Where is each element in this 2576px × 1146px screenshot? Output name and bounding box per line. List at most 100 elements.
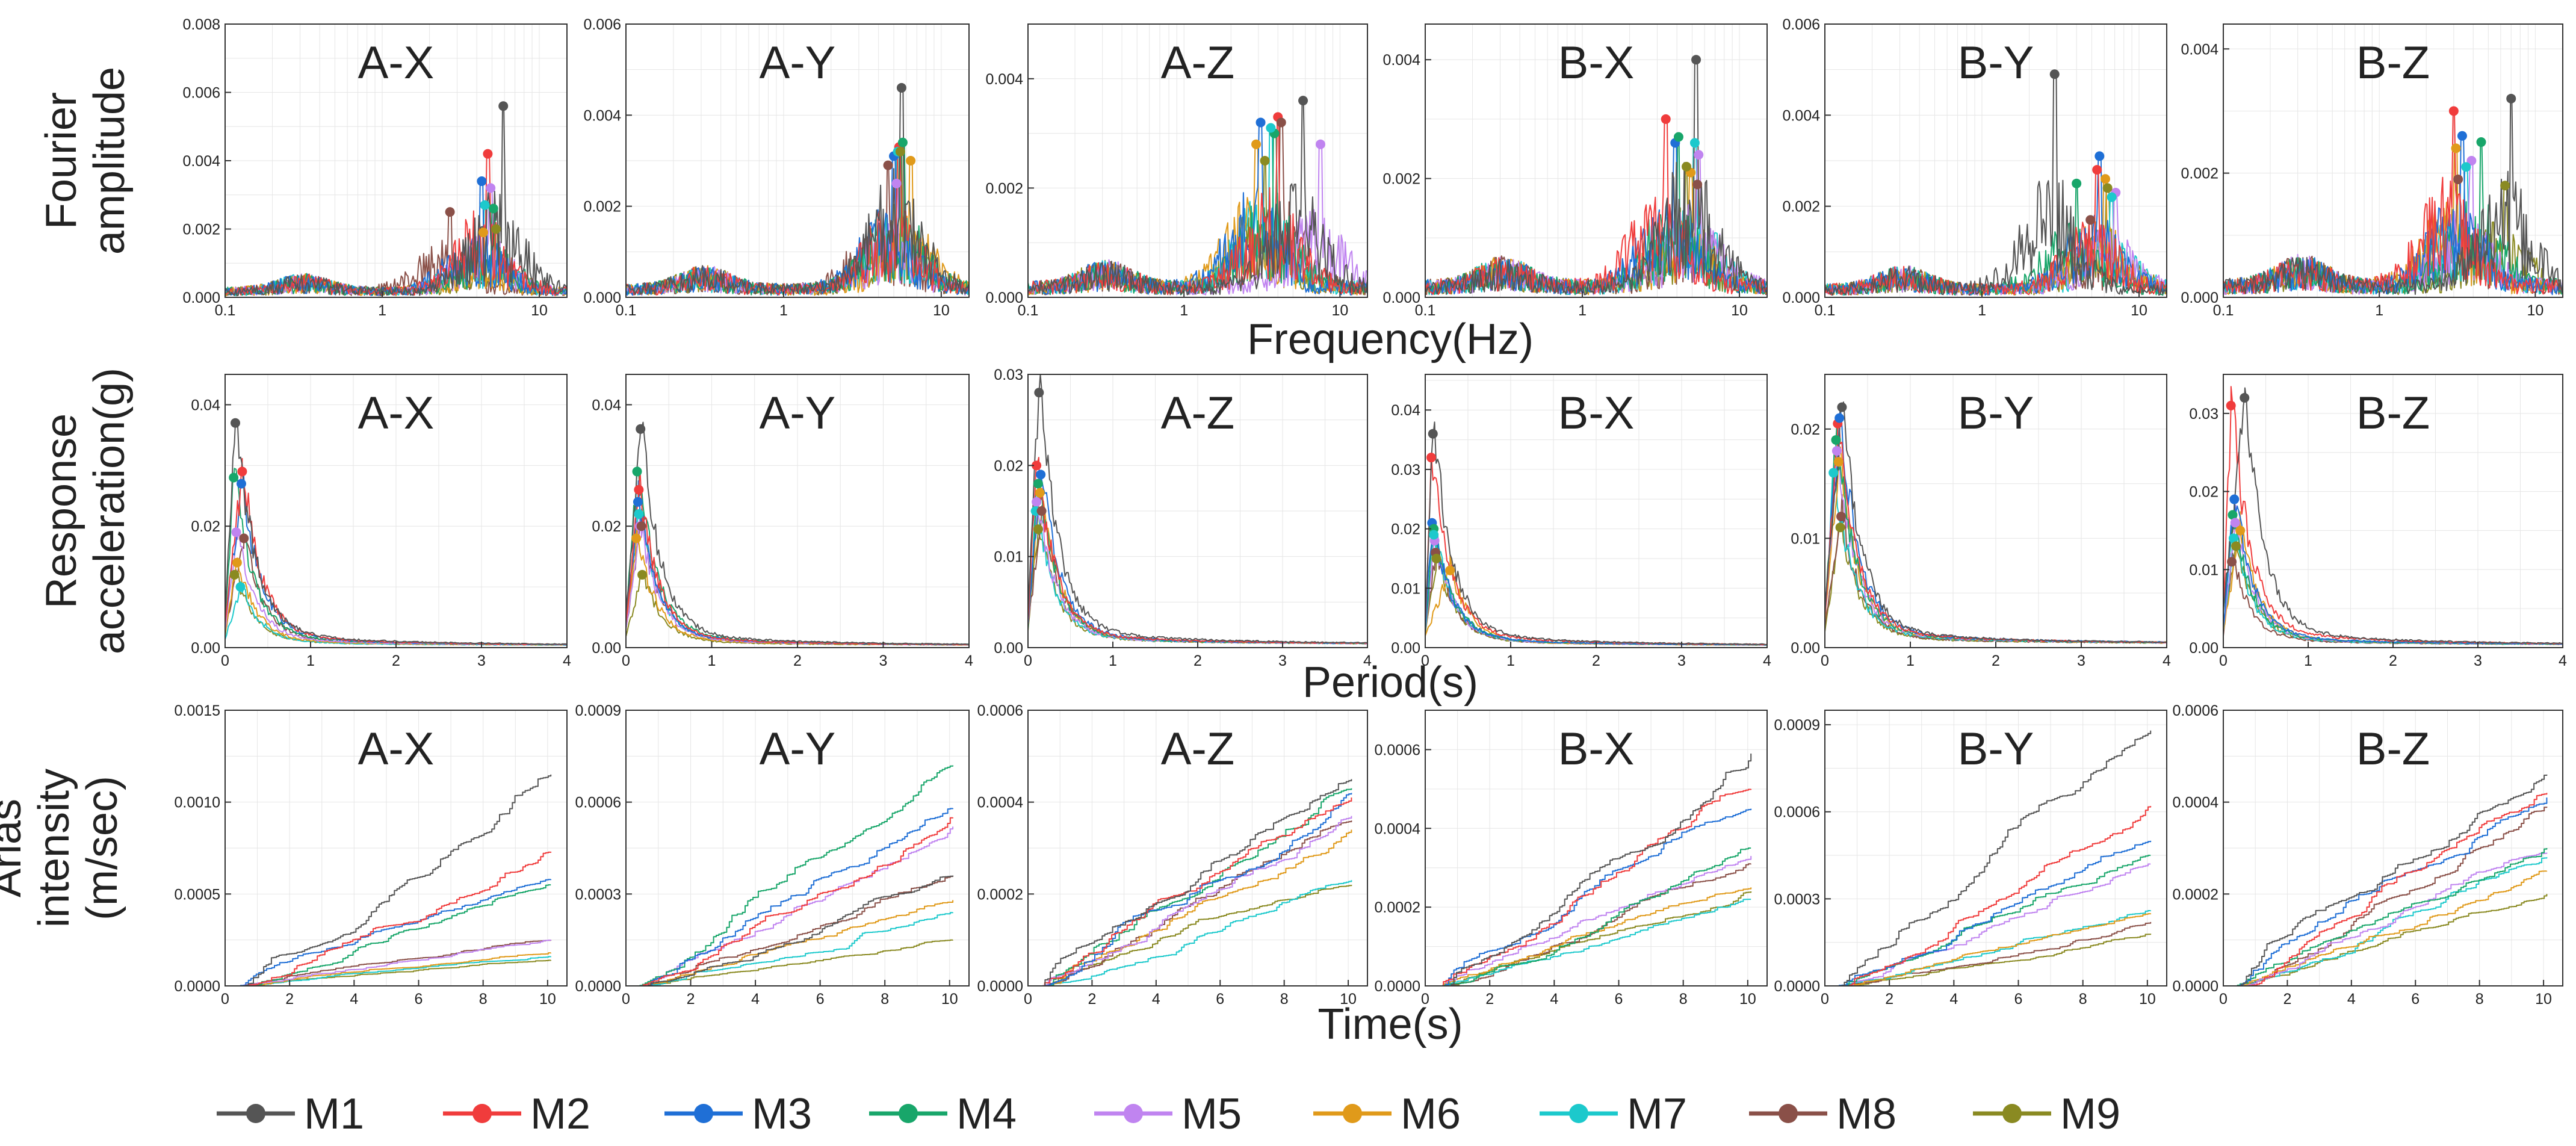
y-tick-label: 0.03 [994,367,1023,383]
panel-title: B-Y [1958,37,2034,88]
y-tick-label: 0.01 [994,549,1023,566]
plot-frame [1425,23,1768,298]
peak-marker-m4 [2476,137,2486,147]
series-m1 [626,875,954,986]
peak-marker-m1 [2049,69,2060,79]
y-tick-label: 0.000 [1782,290,1820,306]
series-m1 [1027,100,1368,296]
legend-item-m5: M5 [1094,1090,1242,1138]
legend-label: M1 [304,1090,364,1138]
peak-marker-m1 [1034,388,1044,398]
y-tick-label: 0.01 [1391,580,1420,597]
x-tick-label: 0.1 [1815,302,1836,319]
peak-marker-m2 [1661,114,1671,124]
series-m5 [1028,816,1352,986]
peak-marker-m1 [231,418,241,428]
x-tick-label: 0.1 [1018,302,1039,319]
series-m1 [1027,374,1368,644]
peak-marker-m3 [1834,413,1845,423]
x-tick-label: 2 [1592,652,1600,669]
peak-marker-m5 [2466,156,2477,166]
peak-marker-m8 [239,533,249,544]
series-m9 [1825,934,2152,986]
y-tick-label: 0.000 [2181,290,2218,306]
x-tick-label: 0 [221,991,229,1008]
y-tick-label: 0.004 [583,107,621,124]
peak-marker-m1 [1428,429,1438,439]
x-axis-label: Frequency(Hz) [1247,315,1534,364]
y-tick-label: 0.01 [2189,562,2218,578]
panel-title: B-X [1558,388,1635,439]
y-tick-label: 0.0009 [575,702,621,719]
series-m3 [626,808,954,986]
y-tick-label: 0.0000 [1774,978,1820,995]
peak-marker-m5 [1032,497,1042,507]
peak-marker-m4 [488,203,498,214]
series-m9 [2223,894,2548,986]
series-group [1425,754,1752,986]
legend-label: M5 [1181,1090,1242,1138]
series-m1 [625,421,970,645]
x-tick-label: 1 [1906,652,1915,669]
panel-a-z-row1: 0 1 2 3 4 0.00 0.01 0.02 0.03 A-Z [994,367,1372,669]
peak-markers [883,82,916,188]
y-tick-label: 0.00 [191,640,220,657]
series-group [1027,100,1368,296]
y-tick-label: 0.02 [1391,521,1420,538]
peak-marker-m4 [2072,178,2082,188]
x-tick-label: 0.1 [1415,302,1436,319]
x-tick-label: 8 [479,991,488,1008]
series-m4 [225,884,551,986]
x-tick-label: 10 [1731,302,1748,319]
x-tick-label: 0 [1024,991,1032,1008]
panel-title: B-Z [2356,37,2430,88]
peak-marker-m4 [2228,510,2238,520]
peak-marker-m9 [637,569,648,580]
x-tick-label: 1 [378,302,386,319]
legend-marker [1779,1104,1798,1123]
x-tick-label: 3 [1278,652,1287,669]
y-tick-label: 0.0006 [977,702,1023,719]
peak-marker-m8 [2085,215,2096,225]
x-tick-label: 10 [2527,302,2543,319]
plot-frame [1824,23,2167,298]
x-tick-label: 4 [2347,991,2356,1008]
legend-item-m7: M7 [1540,1090,1687,1138]
peak-marker-m2 [483,149,493,159]
peak-marker-m8 [1276,117,1286,128]
peak-marker-m5 [1831,446,1842,456]
series-m1 [1028,779,1352,986]
panel-b-y-row1: 0 1 2 3 4 0.00 0.01 0.02 B-Y [1791,374,2171,669]
series-group [1824,73,2167,296]
grid [2223,374,2563,648]
series-m2 [1028,798,1352,986]
x-tick-label: 2 [793,652,802,669]
x-tick-label: 4 [751,991,760,1008]
legend: M1 M2 M3 M4 M5 M6 M7 M8 M9 [217,1090,2120,1138]
peak-marker-m2 [1426,453,1436,463]
series-m3 [1825,840,2152,986]
x-tick-label: 3 [477,652,486,669]
peak-marker-m2 [1032,460,1042,471]
x-tick-label: 10 [539,991,556,1008]
grid [2223,24,2563,297]
series-m1 [1425,59,1768,296]
series-m8 [1825,921,2152,986]
peak-marker-m8 [1692,179,1703,190]
peak-marker-m6 [2451,143,2461,153]
row-label-line: amplitude [85,67,134,255]
series-m4 [1825,855,2151,986]
peak-marker-m3 [2457,131,2467,141]
x-tick-label: 8 [2475,991,2484,1008]
x-tick-label: 10 [2535,991,2552,1008]
legend-item-m6: M6 [1313,1090,1461,1138]
series-m9 [626,939,954,986]
x-tick-label: 0 [1421,991,1429,1008]
peak-marker-m7 [1828,468,1839,478]
peak-marker-m8 [2453,174,2463,184]
plot-frame [625,23,970,298]
peak-marker-m9 [2231,541,2241,551]
peak-marker-m4 [1831,435,1841,445]
peak-marker-m1 [2506,93,2516,104]
x-tick-label: 0.1 [2213,302,2234,319]
